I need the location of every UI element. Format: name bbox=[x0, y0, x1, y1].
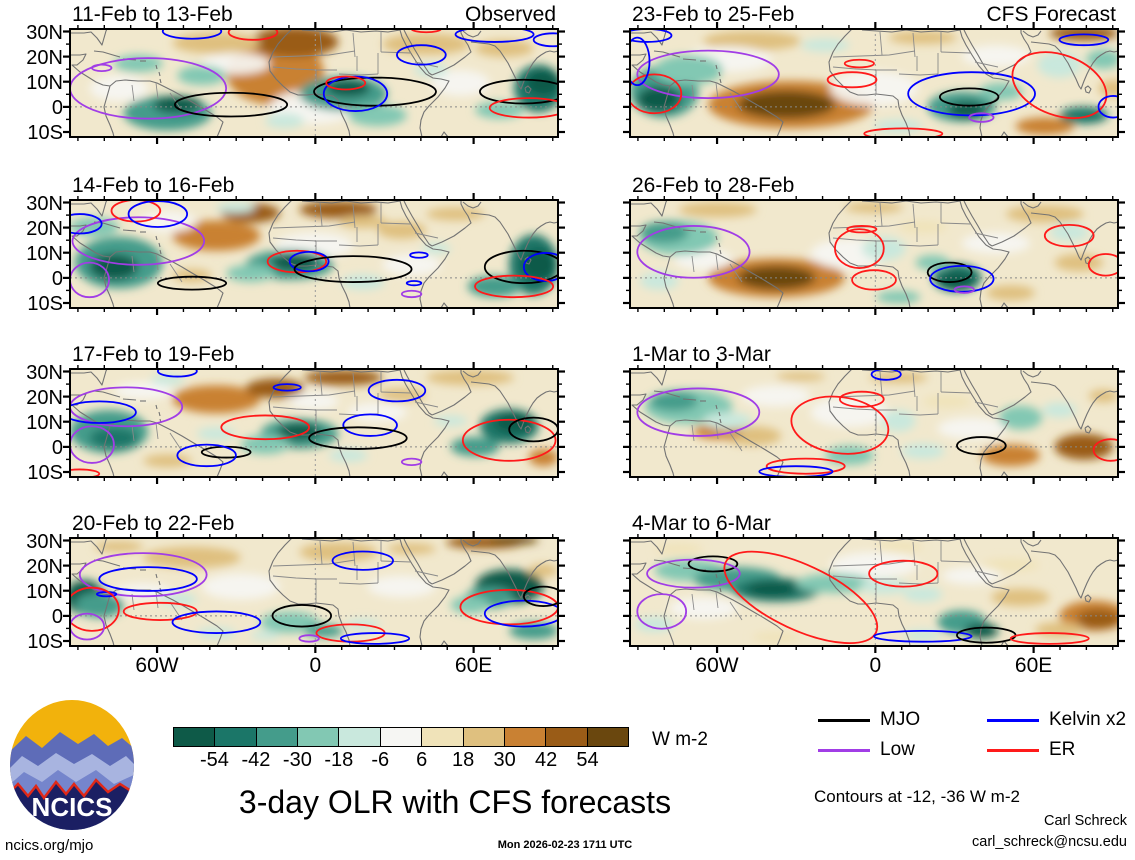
panel-date-range: 14-Feb to 16-Feb bbox=[72, 174, 235, 197]
contour-levels-note: Contours at -12, -36 W m-2 bbox=[814, 787, 1020, 806]
lon-tick-label: 0 bbox=[309, 654, 322, 677]
lat-tick-label: 30N bbox=[26, 21, 63, 44]
colorbar-segment bbox=[503, 728, 546, 746]
author-credit: Carl Schreck bbox=[1044, 813, 1127, 829]
legend-item-kelvin: Kelvin x2 bbox=[987, 709, 1126, 731]
lat-tick-label: 10S bbox=[27, 122, 63, 144]
map-observed-1 bbox=[63, 22, 565, 144]
lat-tick-label: 20N bbox=[26, 46, 63, 69]
panel-title-row: 23-Feb to 25-Feb CFS Forecast bbox=[632, 2, 1116, 27]
panel-title-row: 17-Feb to 19-Feb bbox=[72, 342, 556, 367]
colorbar-segment bbox=[214, 728, 256, 746]
lat-tick-label: 10S bbox=[27, 631, 63, 653]
panel-source-label: CFS Forecast bbox=[986, 3, 1116, 26]
lon-tick-label: 0 bbox=[869, 654, 882, 677]
lon-tick-label: 60E bbox=[1014, 654, 1053, 677]
map-forecast-3 bbox=[623, 362, 1125, 484]
colorbar-tick-label: 30 bbox=[493, 749, 516, 771]
legend-label: Kelvin x2 bbox=[1049, 709, 1127, 730]
colorbar-tick-label: 6 bbox=[416, 749, 428, 771]
lon-tick-label: 60W bbox=[135, 654, 179, 677]
kelvin-line-swatch bbox=[987, 718, 1039, 722]
website-link: ncics.org/mjo bbox=[5, 837, 94, 854]
panel-date-range: 26-Feb to 28-Feb bbox=[632, 174, 795, 197]
lat-tick-label: 10N bbox=[26, 242, 63, 265]
panel-title-row: 11-Feb to 13-Feb Observed bbox=[72, 2, 556, 27]
panel-title-row: 4-Mar to 6-Mar bbox=[632, 511, 1116, 536]
ncics-logo: NCICS bbox=[10, 700, 134, 830]
lat-tick-label: 20N bbox=[26, 217, 63, 240]
legend-item-mjo: MJO bbox=[818, 709, 920, 731]
lat-tick-label: 0 bbox=[51, 436, 63, 459]
colorbar-segment bbox=[462, 728, 504, 746]
panel-title-row: 14-Feb to 16-Feb bbox=[72, 173, 556, 198]
map-forecast-2 bbox=[623, 193, 1125, 315]
generation-timestamp: Mon 2026-02-23 1711 UTC bbox=[497, 839, 633, 851]
colorbar-tick-label: -42 bbox=[241, 749, 271, 771]
map-observed-2 bbox=[63, 193, 565, 315]
map-forecast-1 bbox=[623, 22, 1125, 144]
lat-tick-label: 0 bbox=[51, 267, 63, 290]
lat-tick-label: 0 bbox=[51, 605, 63, 628]
legend-label: ER bbox=[1049, 739, 1076, 760]
panel-title-row: 20-Feb to 22-Feb bbox=[72, 511, 556, 536]
panel-title-row: 1-Mar to 3-Mar bbox=[632, 342, 1116, 367]
colorbar-segment bbox=[174, 728, 215, 746]
mjo-line-swatch bbox=[818, 718, 870, 722]
figure-title: 3-day OLR with CFS forecasts bbox=[238, 784, 672, 820]
low-line-swatch bbox=[818, 748, 870, 752]
lon-tick-label: 60E bbox=[454, 654, 493, 677]
panel-date-range: 1-Mar to 3-Mar bbox=[632, 343, 771, 366]
panel-date-range: 4-Mar to 6-Mar bbox=[632, 512, 771, 535]
colorbar-tick-label: -30 bbox=[282, 749, 312, 771]
colorbar-tick-label: -54 bbox=[200, 749, 229, 771]
panel-title-row: 26-Feb to 28-Feb bbox=[632, 173, 1116, 198]
lat-tick-label: 10S bbox=[27, 462, 63, 484]
lat-tick-label: 30N bbox=[26, 192, 63, 215]
colorbar-segment bbox=[545, 728, 587, 746]
panel-date-range: 23-Feb to 25-Feb bbox=[632, 3, 795, 26]
colorbar-segment bbox=[379, 728, 422, 746]
colorbar-units: W m-2 bbox=[652, 729, 708, 750]
logo-text: NCICS bbox=[32, 792, 113, 822]
colorbar-tick-label: 54 bbox=[576, 749, 599, 771]
colorbar-segment bbox=[338, 728, 380, 746]
colorbar-segment bbox=[297, 728, 339, 746]
map-observed-3 bbox=[63, 362, 565, 484]
lat-tick-label: 0 bbox=[51, 96, 63, 119]
legend-label: MJO bbox=[880, 709, 921, 730]
panel-date-range: 20-Feb to 22-Feb bbox=[72, 512, 235, 535]
lat-tick-label: 10S bbox=[27, 293, 63, 315]
colorbar-tick-label: 18 bbox=[452, 749, 475, 771]
colorbar bbox=[173, 727, 629, 747]
lat-tick-label: 30N bbox=[26, 530, 63, 553]
lat-tick-label: 20N bbox=[26, 386, 63, 409]
lat-tick-label: 30N bbox=[26, 361, 63, 384]
colorbar-tick-label: 42 bbox=[534, 749, 558, 771]
lat-tick-label: 20N bbox=[26, 555, 63, 578]
colorbar-segment bbox=[421, 728, 463, 746]
legend-label: Low bbox=[880, 739, 915, 760]
legend-item-low: Low bbox=[818, 739, 915, 761]
panel-source-label: Observed bbox=[464, 3, 556, 26]
colorbar-segment bbox=[586, 728, 628, 746]
er-line-swatch bbox=[987, 748, 1039, 752]
panel-date-range: 17-Feb to 19-Feb bbox=[72, 343, 235, 366]
map-forecast-4 bbox=[623, 531, 1125, 653]
colorbar-tick-label: -18 bbox=[324, 749, 354, 771]
lat-tick-label: 10N bbox=[26, 411, 63, 434]
lon-tick-label: 60W bbox=[695, 654, 739, 677]
panel-date-range: 11-Feb to 13-Feb bbox=[72, 3, 233, 26]
author-email: carl_schreck@ncsu.edu bbox=[972, 834, 1127, 850]
colorbar-tick-label: -6 bbox=[371, 749, 390, 771]
lat-tick-label: 10N bbox=[26, 580, 63, 603]
legend-item-er: ER bbox=[987, 739, 1075, 761]
colorbar-segment bbox=[255, 728, 298, 746]
map-observed-4 bbox=[63, 531, 565, 653]
lat-tick-label: 10N bbox=[26, 71, 63, 94]
